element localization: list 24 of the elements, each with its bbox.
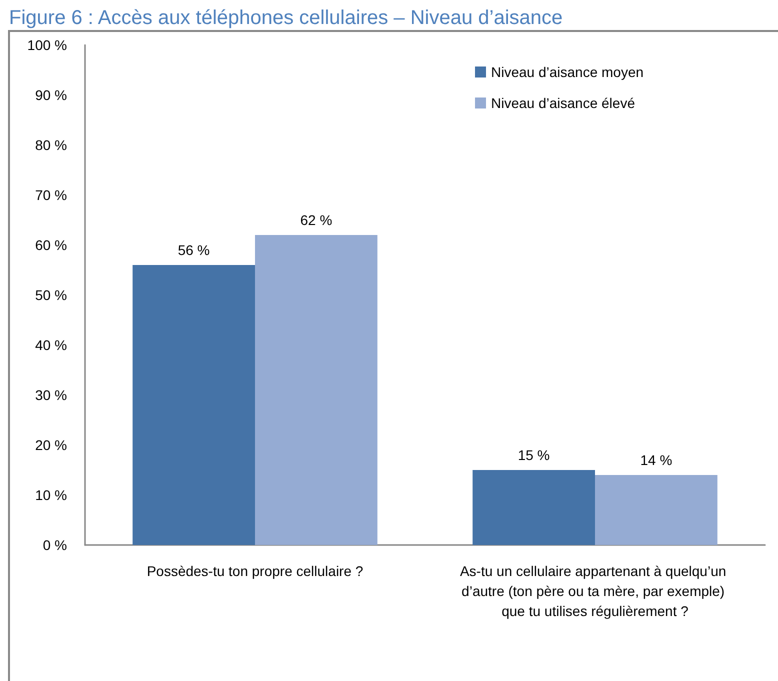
y-tick-label: 50 %	[35, 287, 67, 303]
bar	[132, 265, 255, 545]
y-tick-label: 10 %	[35, 487, 67, 503]
data-label: 56 %	[178, 242, 210, 258]
data-label: 62 %	[300, 212, 332, 228]
x-tick-label: As-tu un cellulaire appartenant à quelqu’un d’autre (ton père ou ta mère, par exemple) que tu utilises régulièrement ?	[460, 563, 730, 619]
y-tick-label: 60 %	[35, 237, 67, 253]
bar	[472, 470, 595, 545]
bar	[255, 235, 378, 545]
bar	[595, 475, 718, 545]
y-tick-label: 70 %	[35, 187, 67, 203]
y-tick-label: 90 %	[35, 87, 67, 103]
y-tick-label: 80 %	[35, 137, 67, 153]
y-tick-label: 20 %	[35, 437, 67, 453]
y-tick-label: 100 %	[27, 37, 67, 53]
x-tick-label: Possèdes-tu ton propre cellulaire ?	[146, 563, 364, 579]
legend-label: Niveau d’aisance élevé	[491, 95, 636, 111]
data-label: 15 %	[518, 447, 550, 463]
y-tick-label: 40 %	[35, 337, 67, 353]
y-tick-label: 0 %	[42, 537, 67, 553]
y-tick-label: 30 %	[35, 387, 67, 403]
data-label: 14 %	[640, 452, 672, 468]
chart-title: Figure 6 : Accès aux téléphones cellulaires – Niveau d’aisance	[9, 7, 563, 29]
legend-label: Niveau d’aisance moyen	[491, 64, 644, 80]
